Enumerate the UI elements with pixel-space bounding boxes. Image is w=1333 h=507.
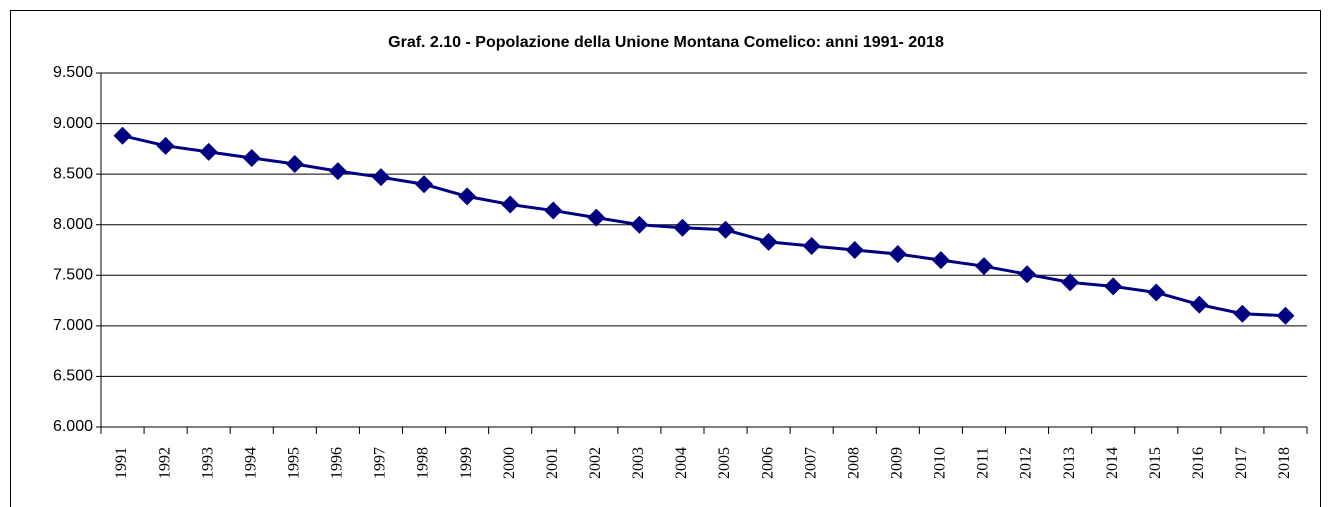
x-tick-label: 1997 <box>372 447 389 479</box>
data-point <box>1018 265 1037 284</box>
y-tick-label: 9.000 <box>53 115 93 132</box>
data-point <box>888 245 907 264</box>
data-point <box>845 241 864 259</box>
chart-border <box>10 10 1321 507</box>
y-tick-label: 9.500 <box>53 64 93 81</box>
x-tick-label: 2015 <box>1147 447 1164 479</box>
x-tick-label: 2018 <box>1276 447 1293 479</box>
data-point <box>328 162 347 181</box>
data-point <box>1061 273 1080 292</box>
x-tick-label: 2005 <box>716 447 733 479</box>
data-point <box>587 208 606 227</box>
x-tick-label: 2009 <box>888 447 905 479</box>
x-tick-label: 1996 <box>329 447 346 479</box>
y-tick-label: 8.500 <box>53 165 93 182</box>
data-point <box>974 257 993 276</box>
data-point <box>415 175 434 194</box>
data-point <box>501 195 520 214</box>
x-tick-label: 2006 <box>759 447 776 479</box>
x-tick-label: 2010 <box>932 447 949 479</box>
x-tick-label: 2003 <box>630 447 647 479</box>
data-point <box>285 155 304 174</box>
x-tick-label: 2002 <box>587 447 604 479</box>
chart-title: Graf. 2.10 - Popolazione della Unione Mo… <box>388 34 944 51</box>
x-tick-label: 2001 <box>544 447 561 479</box>
data-point <box>673 218 692 237</box>
data-point <box>1104 277 1123 296</box>
data-point <box>544 201 563 220</box>
x-tick-label: 2013 <box>1061 447 1078 479</box>
x-tick-label: 2012 <box>1018 447 1035 479</box>
data-point <box>716 220 735 239</box>
data-point <box>802 236 821 255</box>
data-point <box>199 142 218 161</box>
x-tick-label: 2008 <box>845 447 862 479</box>
x-tick-label: 1995 <box>285 447 302 479</box>
data-point <box>1276 306 1295 325</box>
series-line <box>122 134 1286 318</box>
y-tick-label: 6.500 <box>53 368 93 385</box>
x-tick-label: 2017 <box>1233 447 1250 479</box>
data-point <box>156 136 175 155</box>
x-tick-label: 1992 <box>156 447 173 479</box>
x-tick-label: 2000 <box>501 447 518 479</box>
x-tick-label: 1998 <box>415 447 432 479</box>
data-point <box>931 251 950 270</box>
x-tick-label: 1994 <box>242 447 259 479</box>
x-tick-label: 2004 <box>673 447 690 479</box>
x-tick-label: 2014 <box>1104 447 1121 479</box>
y-tick-label: 7.500 <box>53 267 93 284</box>
x-tick-label: 2011 <box>975 447 992 478</box>
data-point <box>630 215 649 234</box>
data-point <box>759 232 778 251</box>
y-tick-label: 8.000 <box>53 216 93 233</box>
x-tick-label: 2016 <box>1190 447 1207 479</box>
data-point <box>458 187 477 206</box>
x-tick-label: 2007 <box>802 447 819 479</box>
x-tick-label: 1993 <box>199 447 216 479</box>
y-tick-label: 6.000 <box>53 418 93 435</box>
data-point <box>113 126 132 145</box>
y-tick-label: 7.000 <box>53 317 93 334</box>
data-point <box>242 148 261 167</box>
data-point <box>1190 295 1209 314</box>
x-tick-label: 1999 <box>458 447 475 479</box>
data-point <box>1233 304 1252 323</box>
data-point <box>371 168 390 187</box>
data-point <box>1147 283 1166 302</box>
x-tick-label: 1991 <box>113 447 130 479</box>
